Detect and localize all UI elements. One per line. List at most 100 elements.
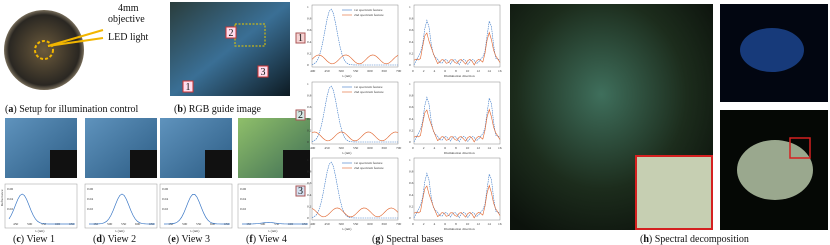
x-tick-label: 8 <box>455 146 457 150</box>
butterfly <box>740 28 804 72</box>
caption: (c) View 1 <box>13 234 55 245</box>
plot-frame <box>413 157 501 221</box>
x-axis-label: Illumination direction <box>444 227 475 231</box>
y-tick-label: 0.02 <box>7 207 13 211</box>
curve <box>413 108 501 143</box>
legend-label: 2nd spectrum feature <box>354 166 384 170</box>
x-tick-label: 500 <box>260 222 266 226</box>
legend-label: 1st spectrum feature <box>354 8 383 12</box>
row-badge <box>295 109 306 121</box>
x-tick-label: 450 <box>13 222 19 226</box>
y-tick-label: 0 <box>409 63 411 67</box>
caption-part: ) <box>649 234 655 245</box>
x-tick-label: 400 <box>310 146 316 150</box>
y-tick-label: 0.8 <box>307 94 312 98</box>
curve <box>241 222 308 225</box>
plot-frame <box>413 81 501 145</box>
x-tick-label: 6 <box>444 146 446 150</box>
y-tick-label: 0 <box>307 63 309 67</box>
y-tick-label: 0.4 <box>409 40 414 44</box>
x-axis-label: λ (nm) <box>35 229 45 233</box>
caption-part: View 4 <box>258 234 287 245</box>
y-tick-label: 0.6 <box>409 105 414 109</box>
x-tick-label: 500 <box>339 146 345 150</box>
x-tick-label: 700 <box>396 69 402 73</box>
x-tick-label: 14 <box>487 69 491 73</box>
plot-frame <box>311 81 399 145</box>
y-tick-label: 0 <box>307 216 309 220</box>
x-axis-label: λ (nm) <box>342 74 352 78</box>
x-tick-label: 4 <box>434 222 436 226</box>
plot-frame <box>311 157 399 221</box>
x-tick-label: 600 <box>367 222 373 226</box>
curve <box>311 54 399 65</box>
caption-part: ( <box>13 234 17 245</box>
y-tick-label: 0.4 <box>307 117 312 121</box>
caption: (d) View 2 <box>93 234 136 245</box>
caption-part: RGB guide image <box>189 104 262 115</box>
y-tick-label: 0.2 <box>409 128 414 132</box>
plot-frame <box>237 183 311 229</box>
x-tick-label: 550 <box>274 222 280 226</box>
y-tick-label: 1 <box>409 82 411 86</box>
x-tick-label: 500 <box>339 222 345 226</box>
y-tick-label: 0.2 <box>409 51 414 55</box>
x-tick-label: 650 <box>382 69 388 73</box>
x-tick-label: 6 <box>444 222 446 226</box>
y-tick-label: 0.6 <box>409 181 414 185</box>
caption-part: View 2 <box>108 234 137 245</box>
y-tick-label: 0.6 <box>409 28 414 32</box>
led-ring <box>34 40 54 60</box>
y-tick-label: 0.8 <box>409 170 414 174</box>
y-tick-label: 0.8 <box>409 17 414 21</box>
x-tick-label: 600 <box>367 146 373 150</box>
y-tick-label: 1 <box>307 82 309 86</box>
x-tick-label: 500 <box>182 222 188 226</box>
caption-part: ) <box>21 234 27 245</box>
plot-frame <box>84 183 158 229</box>
y-tick-label: 0.02 <box>240 207 246 211</box>
caption-part: ( <box>168 234 172 245</box>
row-badge <box>295 185 306 197</box>
row-label: 3 <box>298 186 303 197</box>
y-tick-label: 0.6 <box>307 105 312 109</box>
x-tick-label: 500 <box>107 222 113 226</box>
y-axis-label: Reflectance <box>0 189 4 206</box>
x-tick-label: 550 <box>196 222 202 226</box>
row-label: 2 <box>298 110 303 121</box>
x-tick-label: 700 <box>396 222 402 226</box>
caption-part: View 3 <box>181 234 210 245</box>
x-tick-label: 450 <box>324 69 330 73</box>
label: 4mm <box>118 3 139 14</box>
x-tick-label: 4 <box>434 146 436 150</box>
x-tick-label: 4 <box>434 69 436 73</box>
caption-part: ( <box>246 234 250 245</box>
x-tick-label: 14 <box>487 146 491 150</box>
row-badge <box>295 32 306 44</box>
x-tick-label: 450 <box>324 222 330 226</box>
caption-part: Setup for illumination control <box>19 104 138 115</box>
x-tick-label: 650 <box>382 146 388 150</box>
x-tick-label: 12 <box>477 69 481 73</box>
x-tick-label: 12 <box>477 146 481 150</box>
y-tick-label: 0.8 <box>307 17 312 21</box>
marker-box <box>225 26 237 39</box>
x-tick-label: 550 <box>353 146 359 150</box>
curve <box>311 8 398 66</box>
x-axis-label: Illumination direction <box>444 151 475 155</box>
caption-part: a <box>8 104 13 115</box>
y-tick-label: 1 <box>409 5 411 9</box>
plot-frame <box>311 4 399 68</box>
y-tick-label: 0.8 <box>307 170 312 174</box>
x-axis-label: λ (nm) <box>342 151 352 155</box>
caption: (a) Setup for illumination control <box>5 104 139 115</box>
plot-frame <box>159 183 233 229</box>
caption-part: ) <box>253 234 259 245</box>
x-tick-label: 650 <box>382 222 388 226</box>
x-tick-label: 500 <box>27 222 33 226</box>
y-tick-label: 0.06 <box>7 187 13 191</box>
caption-part: g <box>375 234 380 245</box>
plot-frame <box>4 183 78 229</box>
y-tick-label: 1 <box>409 158 411 162</box>
y-tick-label: 0.8 <box>409 94 414 98</box>
